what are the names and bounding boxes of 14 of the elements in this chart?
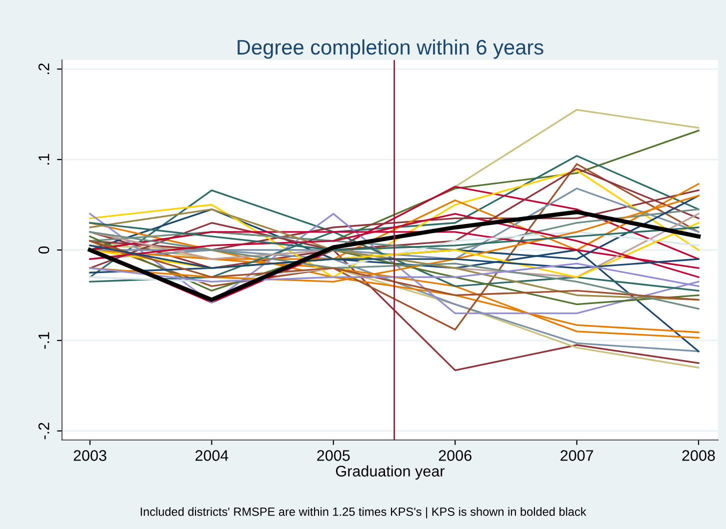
x-axis-title: Graduation year	[336, 465, 445, 480]
y-tick-label: 0	[38, 246, 50, 254]
x-tick-label: 2004	[195, 450, 228, 461]
x-tick-label: 2007	[560, 450, 594, 461]
x-tick-label: 2006	[438, 450, 472, 461]
chart-title: Degree completion within 6 years	[238, 39, 544, 59]
y-tick-label: -.1	[38, 332, 50, 349]
x-tick-label: 2008	[682, 450, 715, 461]
text: Included districts' RMSPE are within 1.25 times KPS's | KPS is shown in bolded black	[140, 507, 586, 518]
y-tick-label: .1	[38, 154, 50, 164]
y-tick-label: -.2	[38, 422, 50, 440]
x-tick-label: 2005	[317, 450, 350, 461]
y-tick-label: .2	[38, 63, 50, 74]
x-tick-label: 2003	[74, 450, 106, 461]
